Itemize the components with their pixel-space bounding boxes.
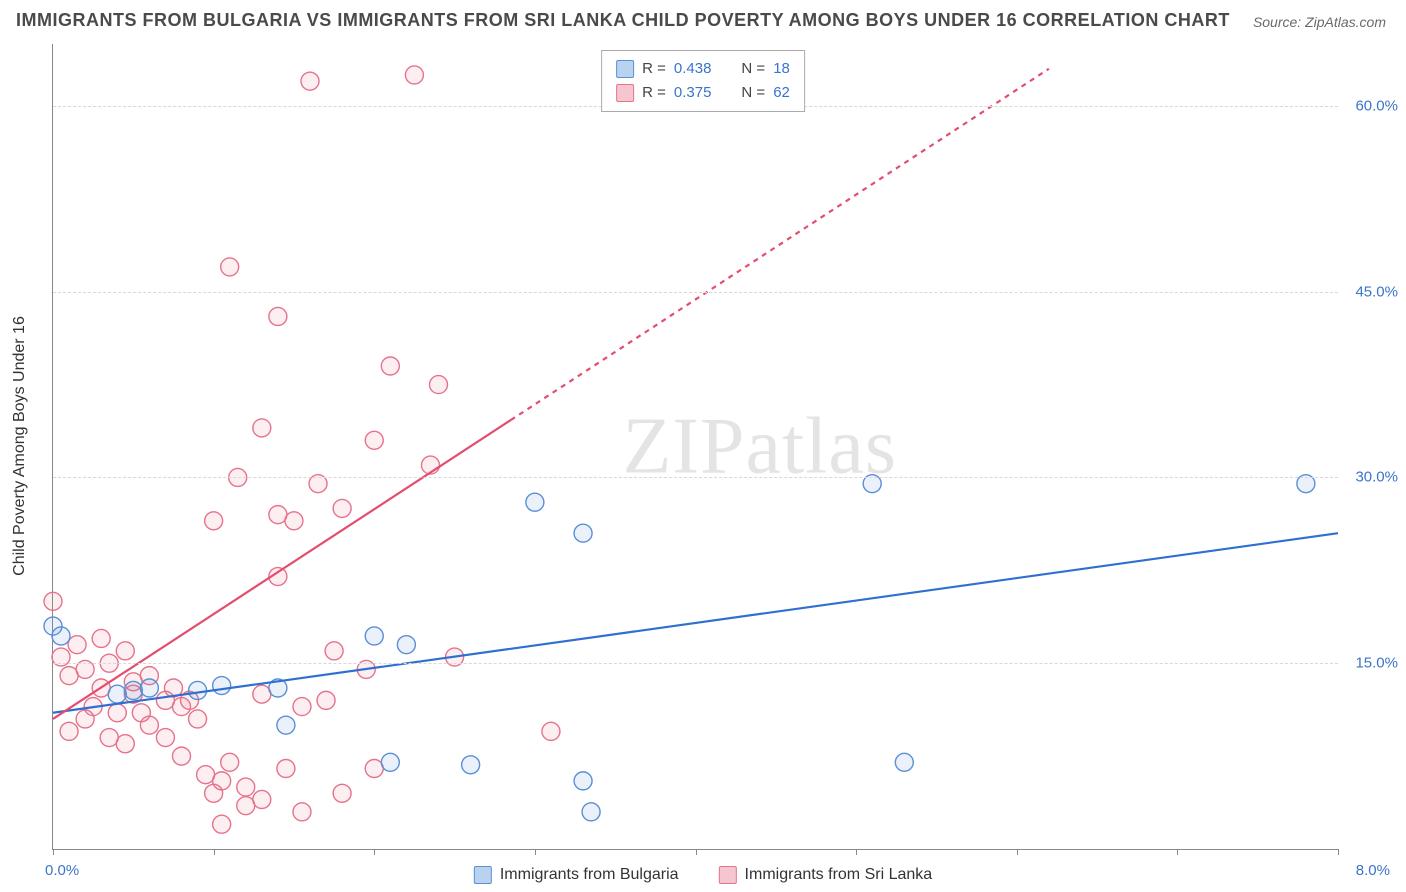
r-label: R =: [642, 57, 666, 81]
plot-area: ZIPatlas 0.0% 8.0% 15.0%30.0%45.0%60.0%: [52, 44, 1338, 850]
x-tick: [1177, 849, 1178, 855]
y-axis-label: Child Poverty Among Boys Under 16: [11, 316, 29, 576]
swatch-icon: [474, 866, 492, 884]
r-value: 0.438: [674, 57, 712, 81]
gridline: [53, 477, 1338, 478]
scatter-svg: [53, 44, 1338, 849]
source-attribution: Source: ZipAtlas.com: [1253, 14, 1386, 30]
legend-bottom: Immigrants from Bulgaria Immigrants from…: [474, 866, 932, 884]
swatch-icon: [719, 866, 737, 884]
y-tick-label: 60.0%: [1355, 97, 1398, 114]
y-tick-label: 30.0%: [1355, 469, 1398, 486]
y-tick-label: 15.0%: [1355, 655, 1398, 672]
x-tick: [53, 849, 54, 855]
x-tick: [214, 849, 215, 855]
x-tick: [696, 849, 697, 855]
x-axis-min-label: 0.0%: [45, 862, 79, 879]
legend-stats-box: R = 0.438 N = 18 R = 0.375 N = 62: [601, 50, 805, 112]
n-value: 62: [773, 81, 790, 105]
legend-stats-row-bulgaria: R = 0.438 N = 18: [616, 57, 790, 81]
swatch-icon: [616, 60, 634, 78]
x-tick: [374, 849, 375, 855]
x-tick: [1017, 849, 1018, 855]
legend-item-srilanka: Immigrants from Sri Lanka: [719, 866, 933, 884]
y-tick-label: 45.0%: [1355, 283, 1398, 300]
chart-title: IMMIGRANTS FROM BULGARIA VS IMMIGRANTS F…: [16, 10, 1230, 31]
legend-label: Immigrants from Bulgaria: [500, 866, 679, 884]
n-value: 18: [773, 57, 790, 81]
r-value: 0.375: [674, 81, 712, 105]
gridline: [53, 663, 1338, 664]
x-tick: [856, 849, 857, 855]
legend-stats-row-srilanka: R = 0.375 N = 62: [616, 81, 790, 105]
legend-item-bulgaria: Immigrants from Bulgaria: [474, 866, 679, 884]
r-label: R =: [642, 81, 666, 105]
n-label: N =: [741, 57, 765, 81]
legend-label: Immigrants from Sri Lanka: [745, 866, 933, 884]
x-tick: [1338, 849, 1339, 855]
swatch-icon: [616, 84, 634, 102]
x-tick: [535, 849, 536, 855]
x-axis-max-label: 8.0%: [1356, 862, 1390, 879]
n-label: N =: [741, 81, 765, 105]
gridline: [53, 292, 1338, 293]
